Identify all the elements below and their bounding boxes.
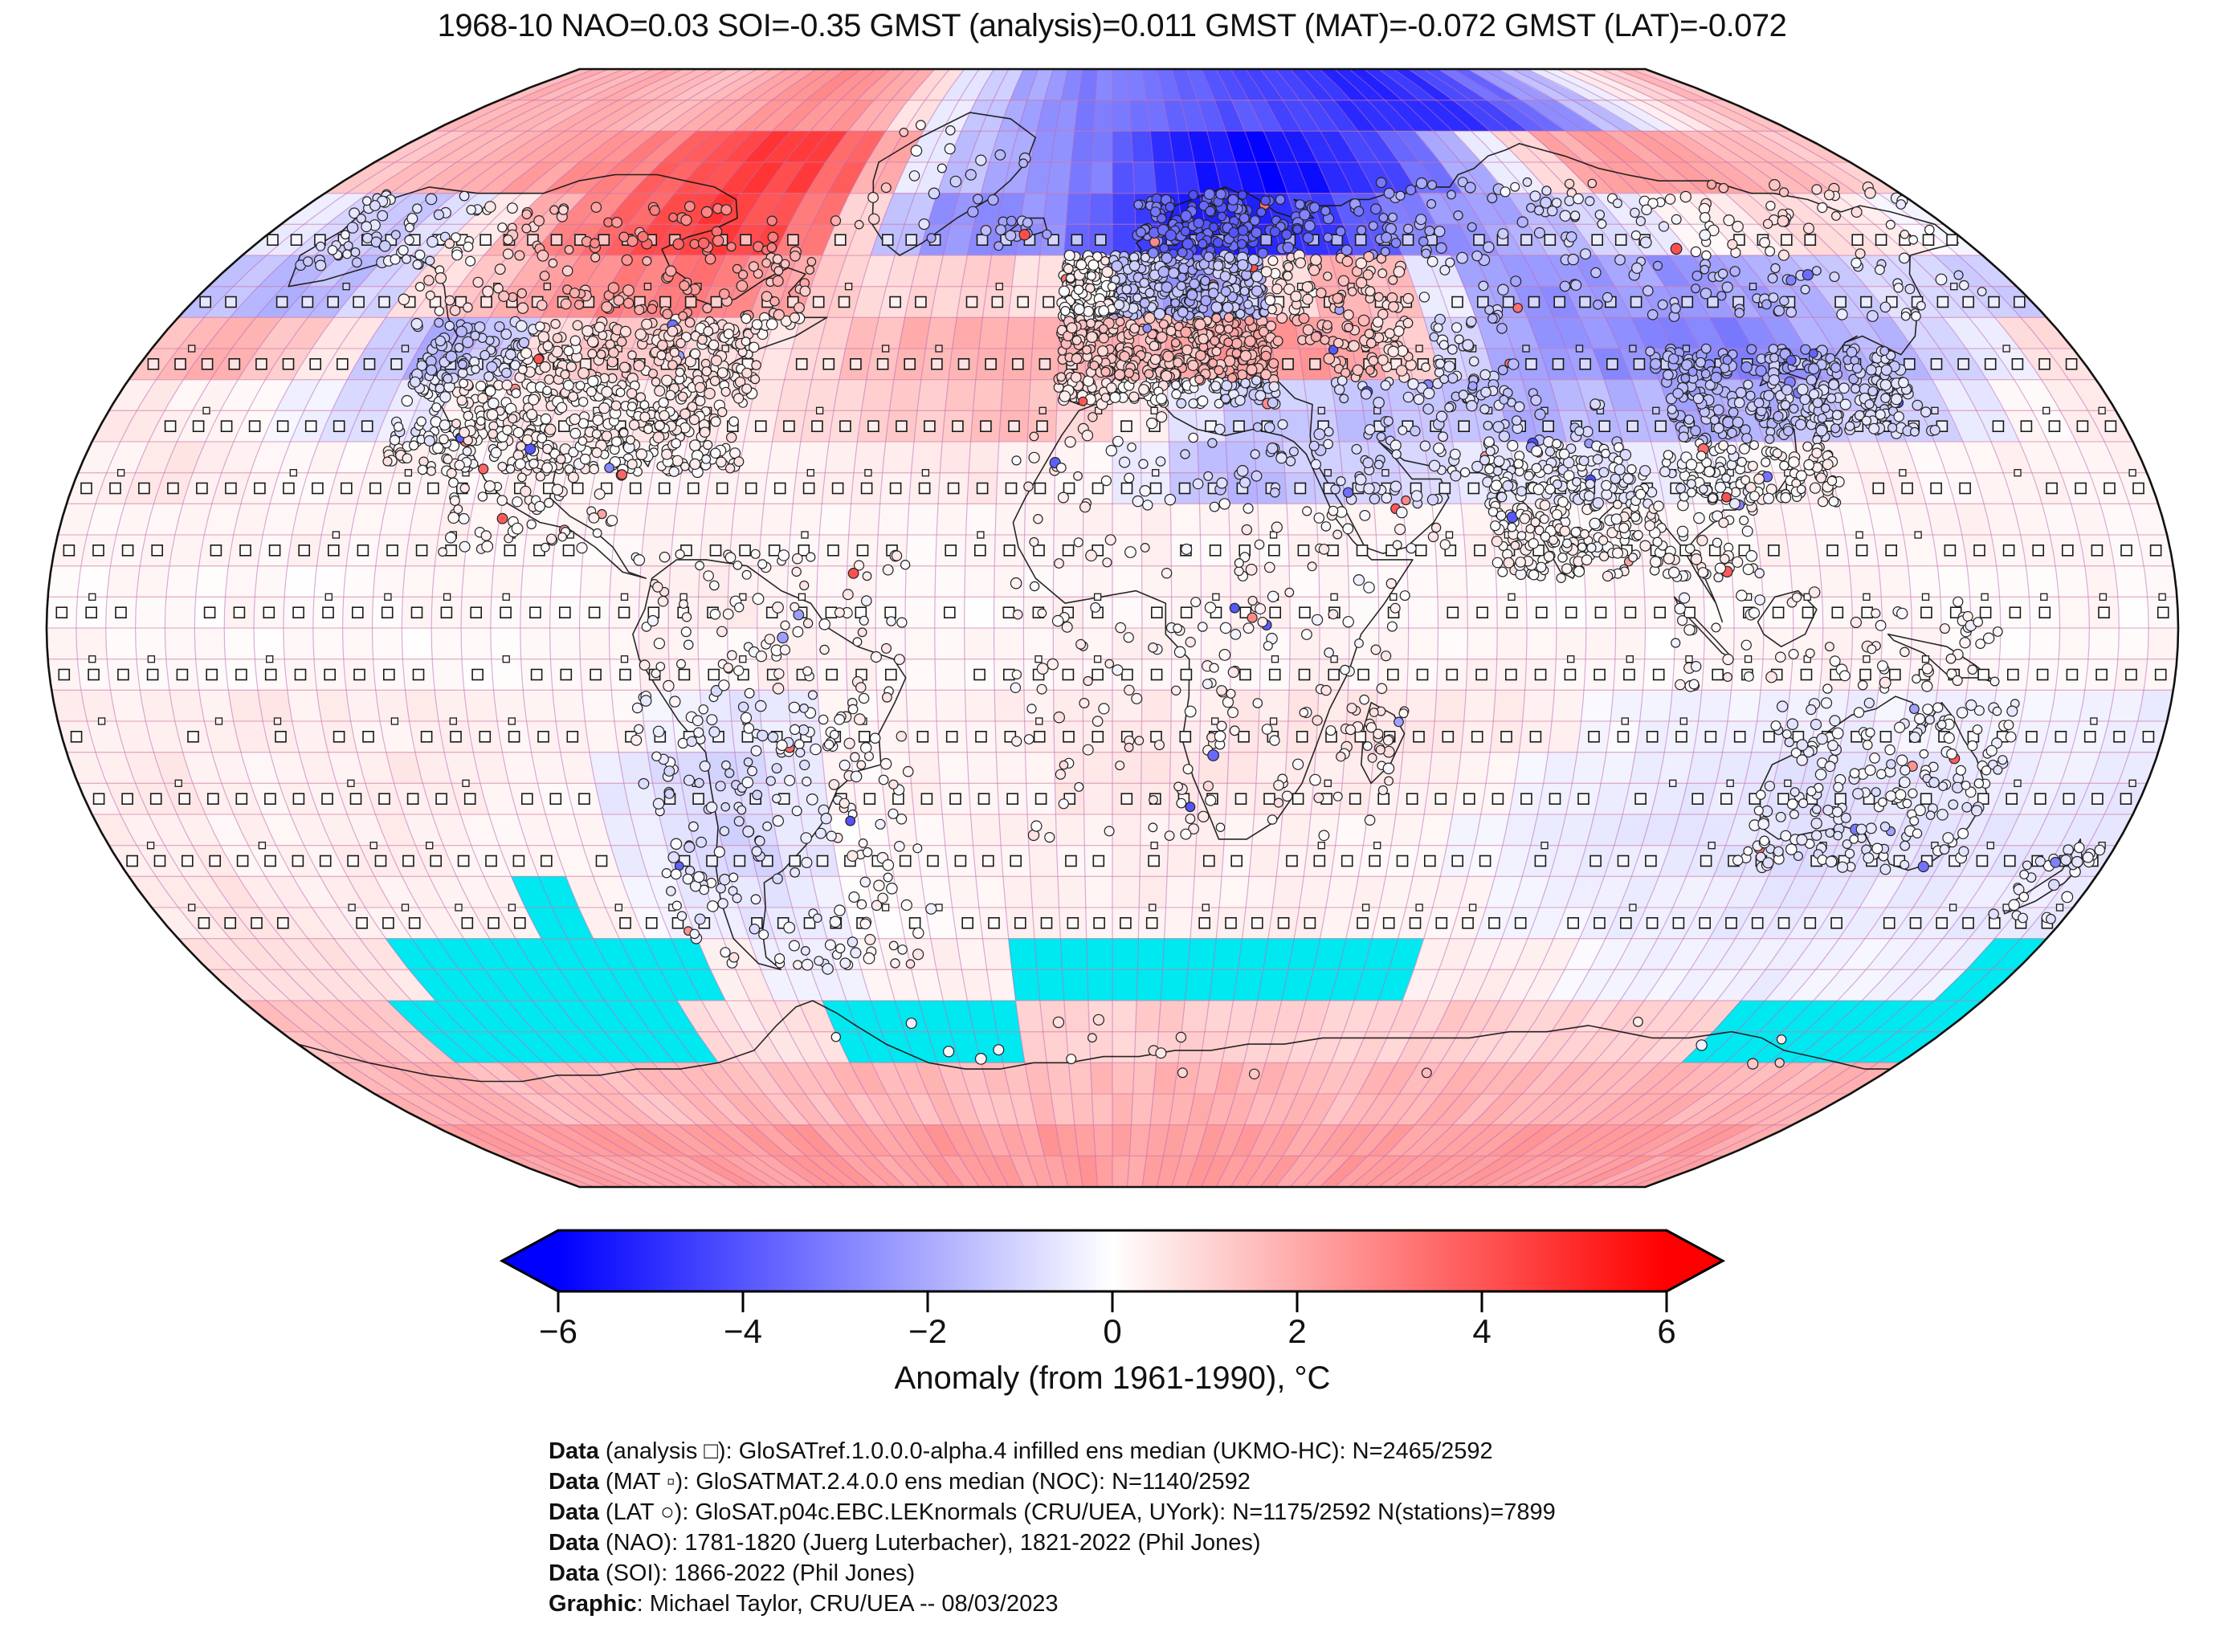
colorbar-axis-label: Anomaly (from 1961-1990), °C	[894, 1360, 1331, 1396]
lat-station-markers	[295, 120, 2106, 1080]
map-outline	[45, 67, 2180, 1189]
colorbar-tick-label: 6	[1657, 1312, 1676, 1350]
footnotes: Data (analysis □): GloSATref.1.0.0.0-alp…	[549, 1436, 1556, 1619]
colorbar-tick-label: 2	[1287, 1312, 1307, 1350]
colorbar-ticks	[557, 1291, 1668, 1312]
colorbar-tick-label: 0	[1103, 1312, 1122, 1350]
colorbar-tick-label: −4	[724, 1312, 762, 1350]
colorbar-tick-label: −6	[539, 1312, 577, 1350]
footnote-line: Data (NAO): 1781-1820 (Juerg Luterbacher…	[549, 1530, 1261, 1556]
map-layers	[47, 69, 2178, 1187]
footnote-line: Data (analysis □): GloSATref.1.0.0.0-alp…	[549, 1438, 1493, 1464]
footnote-line: Data (LAT ○): GloSAT.p04c.EBC.LEKnormals…	[549, 1499, 1556, 1525]
colorbar	[499, 1229, 1726, 1293]
footnote-line: Data (SOI): 1866-2022 (Phil Jones)	[549, 1560, 916, 1586]
heatmap-cells	[47, 69, 2178, 1187]
colorbar-tick-label: 4	[1472, 1312, 1492, 1350]
colorbar-tick-label: −2	[908, 1312, 947, 1350]
footnote-line: Data (MAT ▫): GloSATMAT.2.4.0.0 ens medi…	[549, 1469, 1251, 1495]
footnote-line: Graphic: Michael Taylor, CRU/UEA -- 08/0…	[549, 1591, 1059, 1617]
figure-title: 1968-10 NAO=0.03 SOI=-0.35 GMST (analysi…	[437, 8, 1787, 43]
